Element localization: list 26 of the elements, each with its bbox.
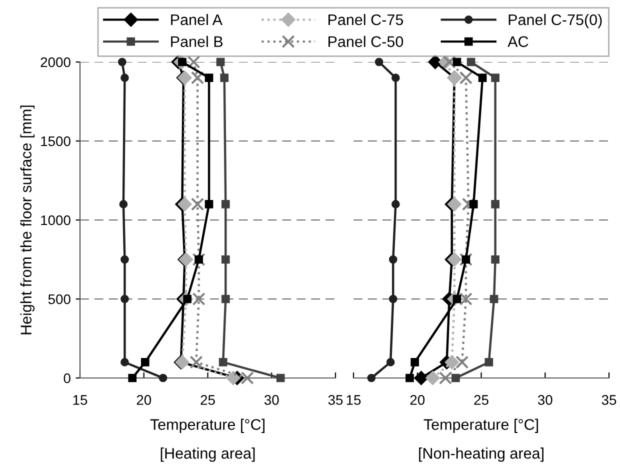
x-axis-title: Temperature [°C]	[150, 418, 264, 433]
x-tick-label: 25	[474, 395, 488, 405]
y-tick-label: 1000	[41, 215, 70, 226]
x-axis-title: Temperature [°C]	[424, 418, 538, 433]
x-tick-label: 20	[410, 395, 425, 405]
y-tick-label: 1500	[41, 136, 70, 146]
y-axis-title: Height from the floor surface [mm]	[20, 106, 35, 334]
x-tick-label: 25	[200, 395, 215, 405]
legend-label: Panel A	[171, 14, 222, 26]
x-tick-label: 15	[346, 395, 361, 405]
text: [Heating area]	[160, 448, 255, 462]
x-tick-label: 35	[328, 395, 343, 405]
text: [Non-heating area]	[419, 448, 544, 462]
y-tick-label: 0	[64, 373, 70, 384]
x-tick-label: 20	[136, 395, 152, 405]
y-tick-label: 2000	[40, 57, 70, 68]
y-tick-label: 500	[48, 294, 70, 304]
legend-label: AC	[508, 36, 528, 48]
x-tick-label: 35	[602, 395, 616, 405]
x-tick-label: 30	[264, 395, 279, 405]
legend-label: Panel C-75	[328, 14, 404, 26]
x-tick-label: 30	[538, 395, 552, 405]
legend-label: Panel B	[171, 36, 223, 48]
legend-label: Panel C-50	[328, 36, 404, 48]
x-tick-label: 15	[73, 395, 88, 405]
legend-label: Panel C-75(0)	[508, 14, 602, 28]
